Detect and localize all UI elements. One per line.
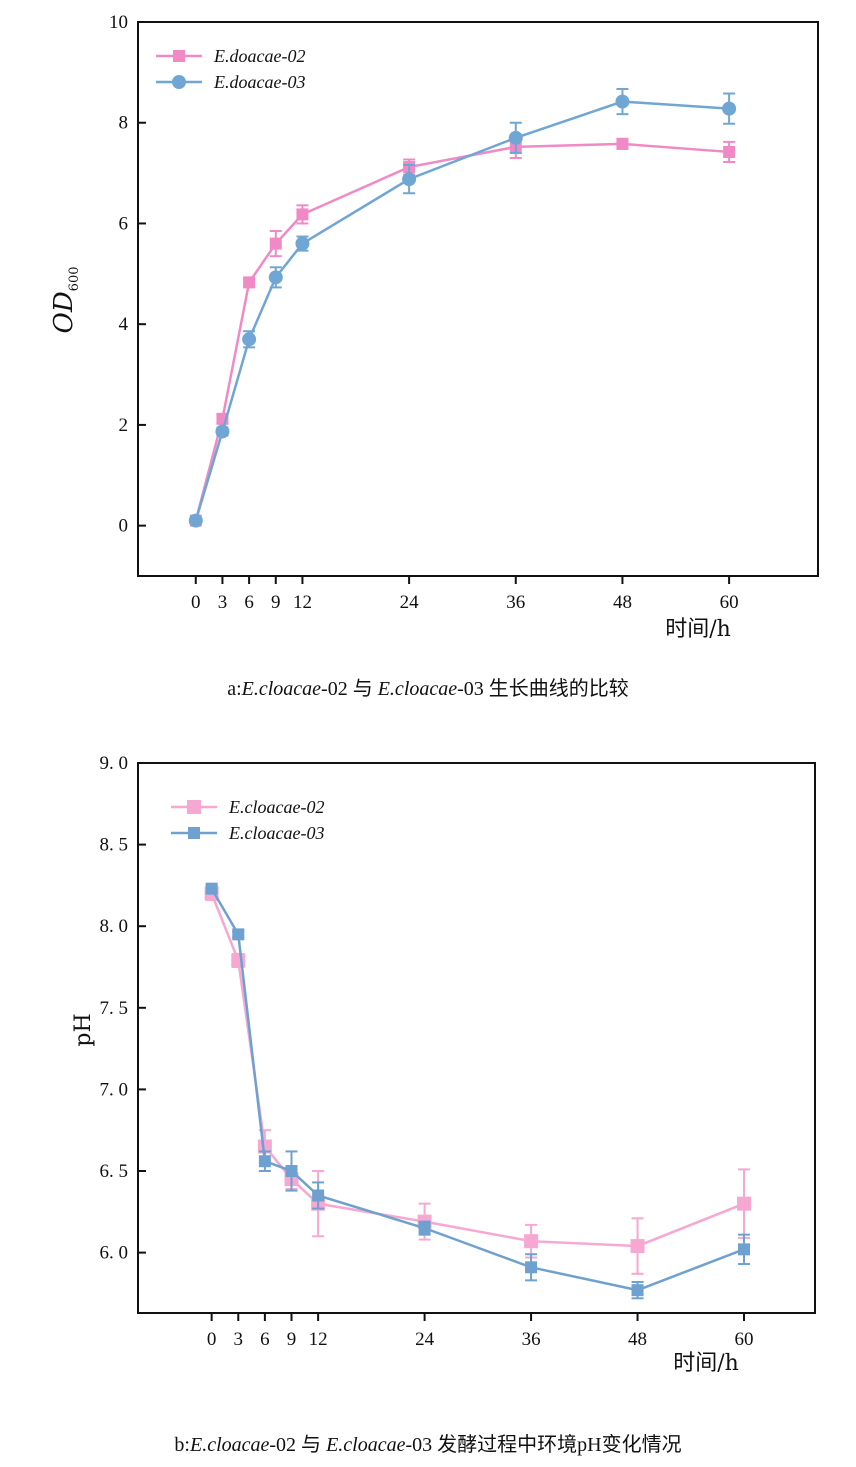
chart-b-y-axis-label: pH (71, 1013, 96, 1046)
chart-b-point-2 (312, 1189, 325, 1202)
chart-a-y-tick-label: 0 (119, 516, 129, 537)
chart-b-x-tick-label: 24 (415, 1329, 435, 1350)
chart-b-y-axis-label-main: pH (71, 1013, 96, 1046)
chart-b-series-line-2 (210, 888, 745, 1292)
chart-a-x-tick-label: 48 (613, 592, 632, 613)
chart-a-point-2 (295, 236, 310, 251)
caption-a-species-1: E.cloacae (241, 678, 322, 700)
chart-b-y-tick-label: 7. 0 (100, 1079, 129, 1100)
chart-a-legend-marker-1 (173, 50, 185, 62)
chart-b-y-tick-label: 6. 0 (100, 1243, 129, 1264)
chart-b-x-tick-label: 9 (287, 1329, 297, 1350)
caption-b-prefix: b: (174, 1434, 190, 1456)
chart-a-point-2 (215, 424, 230, 439)
chart-b-y-tick-label: 8. 5 (100, 835, 129, 856)
chart-a-x-tick-label: 9 (271, 592, 281, 613)
chart-b-x-axis-label: 时间/h (673, 1351, 739, 1376)
chart-a-y-axis-label-sub: 600 (67, 267, 82, 292)
chart-b-legend-marker-1 (187, 800, 201, 814)
chart-a-plot-frame (137, 21, 819, 577)
chart-b-point-1 (524, 1234, 539, 1249)
chart-a-point-1 (243, 276, 256, 289)
chart-b-point-2 (205, 882, 218, 895)
chart-a-point-2 (268, 270, 283, 285)
chart-a-x-tick-label: 3 (218, 592, 228, 613)
chart-a-x-axis-label: 时间/h (665, 617, 731, 642)
chart-a-point-2 (402, 172, 417, 187)
chart-b-point-2 (285, 1165, 298, 1178)
chart-b-legend-marker-2 (188, 827, 200, 839)
chart-a-point-1 (723, 145, 736, 158)
chart-b-point-1 (257, 1139, 272, 1154)
chart-a-legend-label-1: E.doacae-02 (213, 46, 305, 66)
chart-b-x-tick-label: 6 (260, 1329, 270, 1350)
caption-b-species-1: E.cloacae (189, 1434, 270, 1456)
chart-b-x-tick-label: 48 (628, 1329, 647, 1350)
chart-a-x-tick-label: 0 (191, 592, 201, 613)
chart-a-y-tick-label: 8 (119, 113, 129, 134)
chart-b-y-tick-label: 8. 0 (100, 916, 129, 937)
chart-b-y-tick-label: 6. 5 (100, 1161, 129, 1182)
caption-a: a:E.cloacae-02 与 E.cloacae-03 生长曲线的比较 (0, 672, 856, 701)
chart-b-x-tick-label: 0 (207, 1329, 217, 1350)
chart-b-point-2 (738, 1243, 751, 1256)
chart-b-point-2 (525, 1261, 538, 1274)
chart-a-point-2 (242, 332, 257, 347)
chart-a-point-2 (188, 513, 203, 528)
caption-b-text-1: -02 与 (269, 1434, 327, 1456)
chart-b-point-2 (631, 1284, 644, 1297)
chart-a-x-tick-label: 36 (506, 592, 525, 613)
chart-b-x-tick-label: 12 (309, 1329, 328, 1350)
caption-a-prefix: a: (227, 678, 242, 700)
chart-a-point-1 (269, 237, 282, 250)
chart-b-y-tick-label: 7. 5 (100, 998, 129, 1019)
chart-b-legend-label-1: E.cloacae-02 (228, 797, 324, 817)
chart-a-y-tick-label: 10 (109, 12, 128, 33)
chart-a-x-tick-label: 24 (400, 592, 420, 613)
chart-a-legend-marker-2 (172, 75, 186, 89)
chart-a-legend-label-2: E.doacae-03 (213, 72, 305, 92)
chart-b-x-tick-label: 60 (735, 1329, 754, 1350)
caption-a-text-2: -03 生长曲线的比较 (457, 678, 629, 700)
chart-b-y-tick-label: 9. 0 (100, 753, 129, 774)
chart-b-x-tick-label: 3 (234, 1329, 244, 1350)
chart-b-point-2 (232, 928, 245, 941)
chart-a-y-tick-label: 6 (119, 213, 129, 234)
chart-b-series-line-1 (210, 893, 745, 1248)
chart-a-point-2 (508, 130, 523, 145)
chart-b-x-tick-label: 36 (522, 1329, 541, 1350)
chart-a-x-tick-label: 6 (244, 592, 254, 613)
chart-a-x-tick-label: 60 (720, 592, 739, 613)
chart-b-plot-frame (137, 762, 816, 1314)
chart-a-point-1 (296, 208, 309, 221)
caption-a-text-1: -02 与 (321, 678, 378, 700)
chart-b-point-1 (737, 1196, 752, 1211)
caption-b: b:E.cloacae-02 与 E.cloacae-03 发酵过程中环境pH变… (0, 1428, 856, 1457)
caption-a-species-2: E.cloacae (377, 678, 458, 700)
chart-a-point-2 (615, 94, 630, 109)
caption-b-species-2: E.cloacae (326, 1434, 406, 1456)
chart-a-y-tick-label: 2 (119, 415, 129, 436)
chart-a-y-axis-label: OD600 (49, 267, 82, 334)
chart-a-x-tick-label: 12 (293, 592, 312, 613)
chart-b-legend-label-2: E.cloacae-03 (228, 823, 324, 843)
chart-a-y-axis-label-main: OD (49, 291, 79, 333)
caption-b-text-2: -03 发酵过程中环境pH变化情况 (405, 1434, 682, 1456)
chart-b-point-1 (231, 953, 246, 968)
chart-a-point-2 (722, 101, 737, 116)
chart-b-point-2 (258, 1155, 271, 1168)
chart-b-point-2 (418, 1222, 431, 1235)
chart-b-point-1 (630, 1239, 645, 1254)
chart-a-y-tick-label: 4 (119, 314, 129, 335)
chart-a-point-1 (616, 137, 629, 150)
